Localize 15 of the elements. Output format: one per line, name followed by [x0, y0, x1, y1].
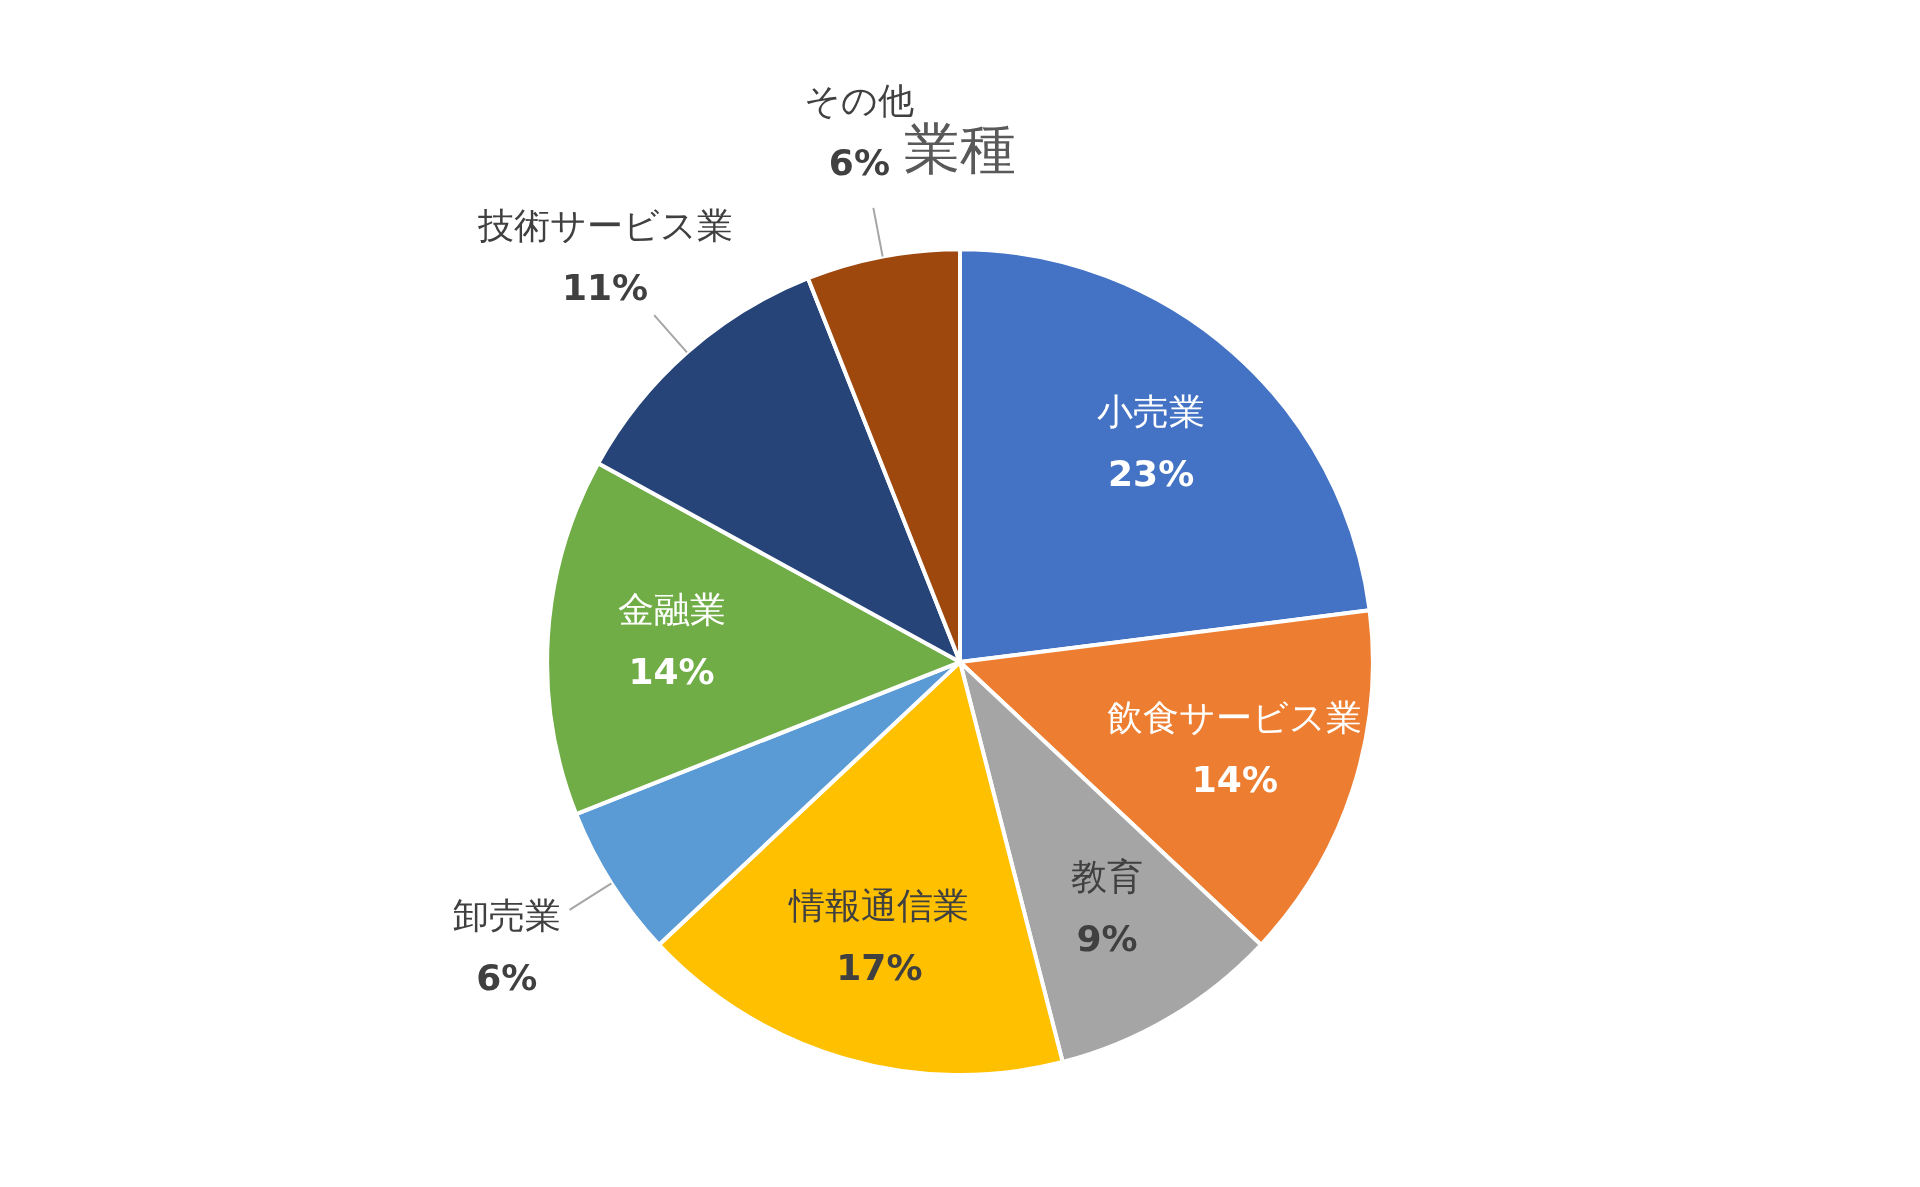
data-label: 14%: [628, 651, 715, 693]
data-label: 6%: [828, 142, 890, 184]
data-label: 23%: [1108, 452, 1195, 494]
slice-label: 教育: [1071, 856, 1144, 898]
slice-label: 小売業: [1097, 390, 1206, 432]
data-label: 17%: [836, 947, 923, 989]
slice-label: 技術サービス業: [476, 204, 733, 246]
data-label: 9%: [1076, 918, 1138, 960]
slice-label: 飲食サービス業: [1107, 696, 1363, 738]
slice-label: 情報通信業: [788, 885, 970, 927]
data-label: 11%: [561, 266, 649, 308]
slice-label: 卸売業: [452, 895, 561, 937]
data-label: 14%: [1191, 758, 1278, 800]
slice-label: 金融業: [617, 589, 726, 631]
data-label: 6%: [476, 957, 538, 999]
